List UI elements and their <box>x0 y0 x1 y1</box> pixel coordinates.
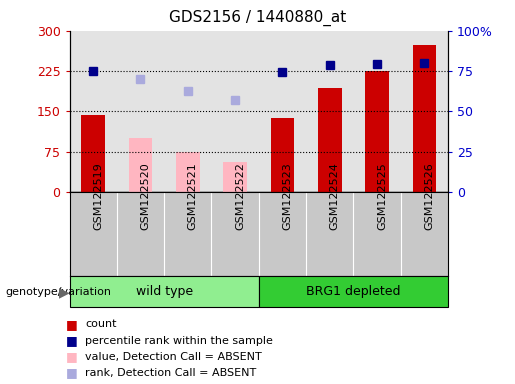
Text: GSM122524: GSM122524 <box>330 162 340 230</box>
Text: GSM122520: GSM122520 <box>141 162 150 230</box>
Text: GSM122522: GSM122522 <box>235 162 245 230</box>
Bar <box>70 31 117 192</box>
Bar <box>365 71 389 192</box>
Bar <box>70 276 259 307</box>
Text: ■: ■ <box>66 366 78 379</box>
Text: ■: ■ <box>66 318 78 331</box>
Bar <box>259 31 306 192</box>
Text: GSM122521: GSM122521 <box>188 162 198 230</box>
Bar <box>259 276 448 307</box>
Text: ■: ■ <box>66 350 78 363</box>
Bar <box>117 31 164 192</box>
Text: ■: ■ <box>66 334 78 347</box>
Bar <box>224 162 247 192</box>
Bar <box>164 31 212 192</box>
Bar <box>401 31 448 192</box>
Text: GSM122523: GSM122523 <box>282 162 293 230</box>
Bar <box>318 88 341 192</box>
Text: GDS2156 / 1440880_at: GDS2156 / 1440880_at <box>169 10 346 26</box>
Text: GSM122519: GSM122519 <box>93 162 103 230</box>
Bar <box>306 31 353 192</box>
Bar <box>176 152 200 192</box>
Bar <box>81 115 105 192</box>
Text: GSM122526: GSM122526 <box>424 162 434 230</box>
Text: percentile rank within the sample: percentile rank within the sample <box>85 336 273 346</box>
Text: BRG1 depleted: BRG1 depleted <box>306 285 401 298</box>
Bar <box>212 31 259 192</box>
Text: GSM122525: GSM122525 <box>377 162 387 230</box>
Bar <box>413 45 436 192</box>
Text: rank, Detection Call = ABSENT: rank, Detection Call = ABSENT <box>85 368 256 378</box>
Text: value, Detection Call = ABSENT: value, Detection Call = ABSENT <box>85 352 262 362</box>
Bar <box>270 118 294 192</box>
Text: genotype/variation: genotype/variation <box>5 287 111 297</box>
Text: wild type: wild type <box>135 285 193 298</box>
Bar <box>353 31 401 192</box>
Bar <box>129 138 152 192</box>
Text: ▶: ▶ <box>59 285 70 299</box>
Text: count: count <box>85 319 116 329</box>
